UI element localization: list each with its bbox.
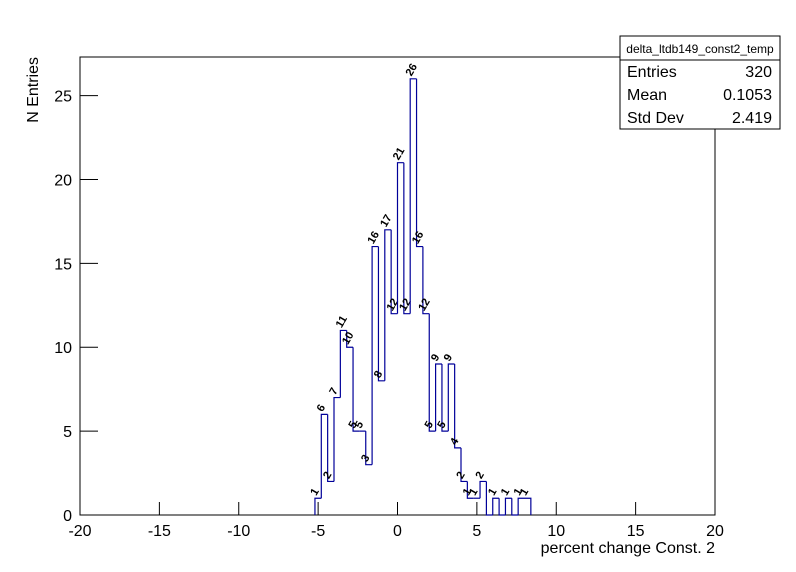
histogram-bin <box>415 78 423 248</box>
x-tick-label: 5 <box>472 523 481 540</box>
stats-title: delta_ltdb149_const2_temp <box>626 42 774 56</box>
histogram-bin <box>377 246 385 382</box>
bin-count-label: 1 <box>486 486 499 497</box>
bin-count-label: 1 <box>461 486 474 497</box>
histogram-bin <box>396 162 404 314</box>
bin-count-label: 5 <box>423 419 436 430</box>
bin-count-label: 9 <box>442 352 455 363</box>
bin-count-label: 5 <box>353 419 366 430</box>
x-tick-label: -10 <box>227 523 250 540</box>
bin-count-label: 5 <box>435 419 448 430</box>
bin-count-label: 1 <box>512 486 525 497</box>
histogram-bin <box>454 364 461 449</box>
x-axis-label: percent change Const. 2 <box>541 540 715 557</box>
x-tick-label: -20 <box>68 523 91 540</box>
histogram-bin <box>320 413 328 499</box>
histogram-bin <box>447 363 455 432</box>
y-tick-label: 0 <box>63 508 72 525</box>
bin-count-label: 2 <box>321 470 334 481</box>
y-tick-label: 20 <box>54 172 72 189</box>
y-tick-label: 15 <box>54 256 72 273</box>
x-tick-label: 0 <box>393 523 402 540</box>
histogram-bin <box>524 497 532 515</box>
histogram-bin <box>492 497 500 515</box>
histogram-bin <box>403 162 411 315</box>
bin-count-label: 12 <box>416 297 433 314</box>
bin-count-label: 1 <box>467 486 480 497</box>
bin-count-label: 6 <box>315 403 328 414</box>
x-tick-label: 10 <box>547 523 565 540</box>
histogram-bin <box>327 414 334 483</box>
bin-count-label: 7 <box>327 386 340 397</box>
stats-box <box>619 35 781 130</box>
stats-name: Mean <box>627 87 667 104</box>
histogram-bin <box>479 480 487 499</box>
bin-count-label: 11 <box>334 314 350 330</box>
x-tick-label: 20 <box>706 523 724 540</box>
histogram-bin <box>333 396 341 482</box>
stats-name: Entries <box>627 64 677 81</box>
bin-count-label: 1 <box>518 486 531 497</box>
bin-count-label: 2 <box>454 470 467 481</box>
bin-count-label: 3 <box>359 453 372 464</box>
stats-value: 320 <box>745 64 772 81</box>
histogram-bin <box>409 78 417 314</box>
bin-count-label: 26 <box>404 62 421 79</box>
histogram-bin <box>441 364 449 432</box>
histogram-bin <box>346 330 354 348</box>
bin-count-label: 21 <box>391 146 408 163</box>
histogram-bin <box>504 497 512 515</box>
stats-name: Std Dev <box>627 110 684 127</box>
histogram-bin <box>365 431 373 466</box>
x-tick-label: -15 <box>148 523 171 540</box>
bin-count-label: 5 <box>346 419 359 430</box>
y-tick-label: 25 <box>54 89 72 106</box>
bin-count-label: 10 <box>340 330 357 347</box>
y-tick-label: 5 <box>63 424 72 441</box>
stats-value: 0.1053 <box>723 87 772 104</box>
x-tick-label: -5 <box>311 523 325 540</box>
histogram-bin <box>511 498 519 516</box>
x-tick-label: 15 <box>627 523 645 540</box>
y-axis-label: N Entries <box>25 57 42 123</box>
bin-count-label: 16 <box>410 229 427 246</box>
bin-count-label: 1 <box>308 486 321 497</box>
histogram-bin <box>460 447 468 483</box>
histogram-bin <box>390 229 398 315</box>
histogram-bin <box>339 329 347 398</box>
bin-count-label: 1 <box>499 486 512 497</box>
histogram-bin <box>314 497 322 515</box>
histogram-bin <box>422 246 430 315</box>
histogram-bin <box>352 347 360 432</box>
bin-count-label: 17 <box>378 213 395 230</box>
y-tick-label: 10 <box>54 340 72 357</box>
bin-count-label: 9 <box>429 352 442 363</box>
histogram-bin <box>517 497 525 515</box>
histogram-bin <box>384 229 392 381</box>
histogram-bin <box>498 498 506 516</box>
bin-count-label: 16 <box>365 229 382 246</box>
histogram-bin <box>428 313 436 432</box>
stats-value: 2.419 <box>732 110 772 127</box>
histogram-bin <box>485 481 493 516</box>
bin-count-label: 2 <box>473 470 486 481</box>
histogram-bin <box>371 245 379 465</box>
histogram-bin <box>466 481 474 499</box>
histogram-bin <box>435 363 442 432</box>
bin-count-label: 8 <box>372 369 385 380</box>
